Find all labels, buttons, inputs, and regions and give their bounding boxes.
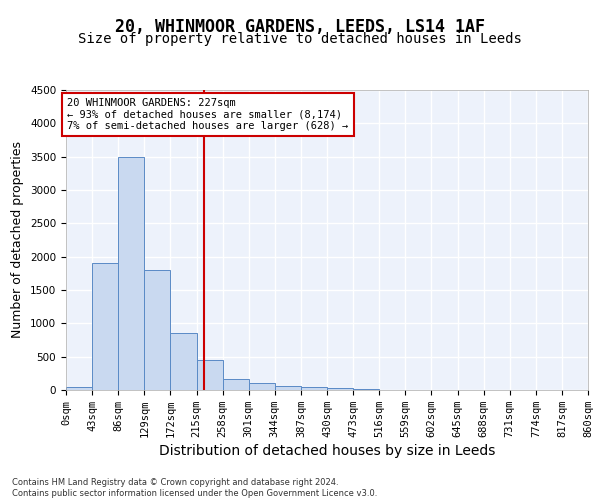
Bar: [66, 386, 92, 390]
Bar: [170, 334, 197, 390]
Text: Contains HM Land Registry data © Crown copyright and database right 2024.
Contai: Contains HM Land Registry data © Crown c…: [12, 478, 377, 498]
Bar: [249, 384, 275, 390]
Text: Size of property relative to detached houses in Leeds: Size of property relative to detached ho…: [78, 32, 522, 46]
Text: 20 WHINMOOR GARDENS: 227sqm
← 93% of detached houses are smaller (8,174)
7% of s: 20 WHINMOOR GARDENS: 227sqm ← 93% of det…: [67, 98, 349, 131]
Bar: [145, 270, 170, 390]
Bar: [223, 380, 249, 390]
Text: 20, WHINMOOR GARDENS, LEEDS, LS14 1AF: 20, WHINMOOR GARDENS, LEEDS, LS14 1AF: [115, 18, 485, 36]
Bar: [92, 264, 118, 390]
Y-axis label: Number of detached properties: Number of detached properties: [11, 142, 25, 338]
Bar: [301, 386, 327, 390]
X-axis label: Distribution of detached houses by size in Leeds: Distribution of detached houses by size …: [159, 444, 495, 458]
Bar: [197, 360, 223, 390]
Bar: [275, 386, 301, 390]
Bar: [327, 388, 353, 390]
Bar: [118, 156, 145, 390]
